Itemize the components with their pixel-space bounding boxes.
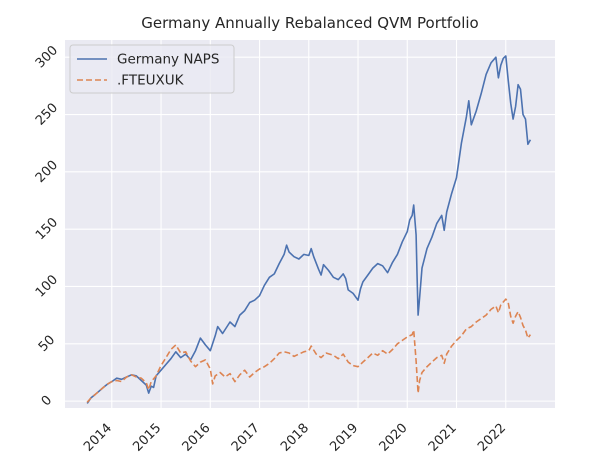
legend-label-fteuxuk: .FTEUXUK [117, 73, 185, 89]
x-tick-label: 2021 [426, 421, 460, 455]
series-line-0 [86, 55, 532, 404]
x-tick-label: 2018 [278, 421, 312, 455]
y-tick-label: 300 [33, 43, 61, 71]
x-tick-label: 2016 [180, 421, 214, 455]
y-tick-label: 100 [33, 272, 61, 300]
x-tick-label: 2017 [229, 421, 263, 455]
y-tick-label: 0 [39, 393, 55, 409]
legend: Germany NAPS .FTEUXUK [69, 44, 235, 94]
y-tick-label: 150 [33, 215, 61, 243]
x-tick-label: 2020 [377, 421, 411, 455]
chart-title: Germany Annually Rebalanced QVM Portfoli… [141, 14, 478, 32]
x-grid-lines [111, 40, 507, 408]
x-tick-label: 2015 [130, 421, 164, 455]
y-tick-label: 200 [33, 158, 61, 186]
series-line-1 [86, 298, 532, 403]
series-layer [86, 55, 532, 404]
legend-box [69, 44, 235, 94]
x-tick-label: 2022 [475, 421, 509, 455]
x-tick-label: 2019 [327, 421, 361, 455]
y-tick-label: 250 [33, 100, 61, 128]
y-tick-labels: 0 50 100 150 200 250 300 [33, 43, 61, 409]
x-tick-label: 2014 [81, 421, 115, 455]
plot-background [65, 40, 555, 408]
x-tick-labels: 2014 2015 2016 2017 2018 2019 2020 2021 2022 [81, 421, 509, 455]
legend-label-germany-naps: Germany NAPS [117, 52, 219, 68]
y-tick-label: 50 [36, 333, 58, 355]
